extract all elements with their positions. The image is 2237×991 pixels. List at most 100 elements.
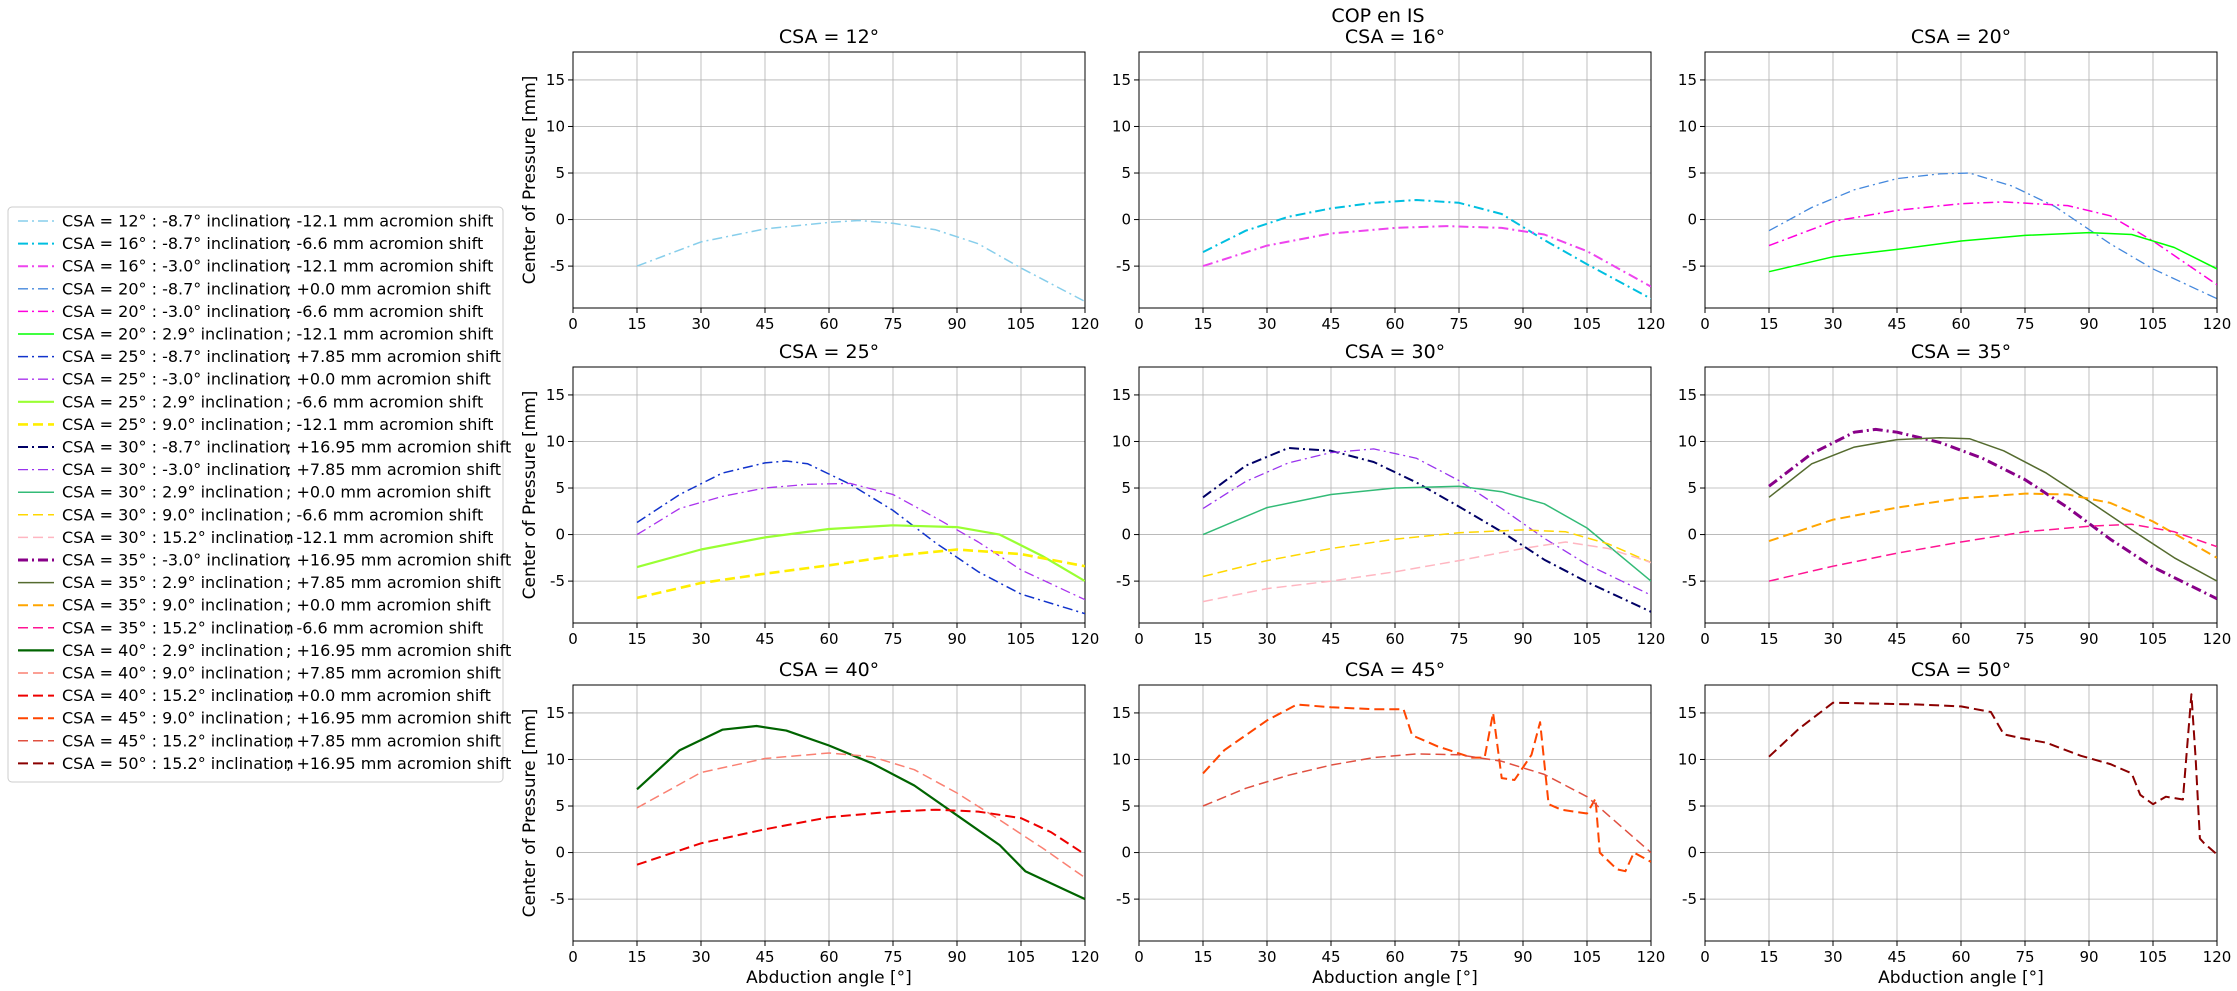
x-tick-label: 0 bbox=[1134, 630, 1144, 648]
x-tick-label: 105 bbox=[1007, 630, 1036, 648]
x-tick-label: 0 bbox=[568, 630, 578, 648]
x-tick-label: 90 bbox=[2079, 315, 2098, 333]
x-tick-label: 60 bbox=[1951, 630, 1970, 648]
x-tick-label: 30 bbox=[1257, 315, 1276, 333]
legend-entry-label: CSA = 35° : -3.0° inclination bbox=[62, 551, 289, 570]
series-line-3 bbox=[1202, 225, 1651, 288]
y-tick-label: 10 bbox=[546, 750, 565, 768]
legend-entry-label: CSA = 25° : -3.0° inclination bbox=[62, 370, 289, 389]
y-tick-label: 15 bbox=[1678, 71, 1697, 89]
y-tick-label: 5 bbox=[555, 797, 565, 815]
x-tick-label: 75 bbox=[883, 315, 902, 333]
x-tick-label: 15 bbox=[1193, 630, 1212, 648]
y-tick-label: -5 bbox=[550, 890, 565, 908]
y-tick-label: 10 bbox=[1112, 117, 1131, 135]
x-tick-label: 15 bbox=[627, 315, 646, 333]
legend-entry-label: CSA = 20° : -8.7° inclination bbox=[62, 279, 289, 298]
series-group bbox=[1202, 447, 1651, 613]
subplot-title: CSA = 20° bbox=[1911, 26, 2011, 48]
series-line-18 bbox=[1768, 492, 2217, 559]
legend-entry-label: CSA = 50° : 15.2° inclination bbox=[62, 754, 294, 773]
x-tick-label: 90 bbox=[947, 630, 966, 648]
x-tick-label: 75 bbox=[883, 630, 902, 648]
x-tick-label: 0 bbox=[1134, 948, 1144, 966]
series-line-9 bbox=[636, 524, 1085, 583]
x-tick-label: 120 bbox=[1637, 315, 1666, 333]
legend-entry-shift: ; +0.0 mm acromion shift bbox=[286, 279, 491, 298]
series-line-25 bbox=[1768, 693, 2217, 856]
legend-entry-shift: ; +7.85 mm acromion shift bbox=[286, 573, 501, 592]
series-group bbox=[1768, 693, 2217, 856]
legend-entry-label: CSA = 25° : 9.0° inclination bbox=[62, 415, 283, 434]
legend-entry-label: CSA = 30° : -3.0° inclination bbox=[62, 460, 289, 479]
y-tick-label: 5 bbox=[1687, 164, 1697, 182]
x-tick-label: 0 bbox=[568, 315, 578, 333]
y-tick-label: 0 bbox=[1687, 844, 1697, 862]
series-line-19 bbox=[1768, 523, 2217, 582]
legend-entry-label: CSA = 25° : 2.9° inclination bbox=[62, 392, 283, 411]
y-tick-label: 0 bbox=[555, 211, 565, 229]
x-tick-label: 30 bbox=[691, 315, 710, 333]
x-tick-label: 120 bbox=[2203, 948, 2232, 966]
legend: CSA = 12° : -8.7° inclination ; -12.1 mm … bbox=[7, 206, 511, 783]
legend-entry-shift: ; -12.1 mm acromion shift bbox=[286, 257, 493, 276]
x-tick-label: 120 bbox=[1071, 315, 1100, 333]
legend-entry-label: CSA = 12° : -8.7° inclination bbox=[62, 212, 289, 231]
x-tick-label: 45 bbox=[1321, 315, 1340, 333]
x-tick-label: 120 bbox=[2203, 315, 2232, 333]
y-tick-label: 0 bbox=[1121, 211, 1131, 229]
x-tick-label: 15 bbox=[627, 630, 646, 648]
legend-entry-label: CSA = 40° : 9.0° inclination bbox=[62, 664, 283, 683]
x-tick-label: 0 bbox=[1700, 630, 1710, 648]
x-axis-label: Abduction angle [°] bbox=[746, 968, 912, 988]
series-group bbox=[636, 460, 1085, 615]
y-tick-label: -5 bbox=[550, 257, 565, 275]
x-tick-label: 75 bbox=[2015, 948, 2034, 966]
x-tick-label: 30 bbox=[1823, 315, 1842, 333]
y-tick-label: 0 bbox=[1121, 526, 1131, 544]
y-tick-label: 15 bbox=[1678, 704, 1697, 722]
y-tick-label: 0 bbox=[555, 844, 565, 862]
x-tick-label: 105 bbox=[1573, 315, 1602, 333]
subplot-title: CSA = 16° bbox=[1345, 26, 1445, 48]
legend-entry-shift: ; -12.1 mm acromion shift bbox=[286, 528, 493, 547]
x-tick-label: 15 bbox=[1193, 948, 1212, 966]
x-tick-label: 120 bbox=[2203, 630, 2232, 648]
x-tick-label: 45 bbox=[1887, 948, 1906, 966]
x-tick-label: 60 bbox=[819, 948, 838, 966]
series-line-1 bbox=[636, 219, 1085, 303]
x-tick-label: 15 bbox=[1759, 315, 1778, 333]
y-tick-label: 10 bbox=[1112, 432, 1131, 450]
x-tick-label: 15 bbox=[1759, 948, 1778, 966]
x-tick-label: 90 bbox=[1513, 630, 1532, 648]
y-tick-label: 15 bbox=[1112, 71, 1131, 89]
series-line-11 bbox=[1202, 447, 1651, 613]
subplot-title: CSA = 35° bbox=[1911, 341, 2011, 363]
subplot-title: CSA = 25° bbox=[779, 341, 879, 363]
y-axis-label: Center of Pressure [mm] bbox=[520, 391, 540, 600]
subplot-title: CSA = 12° bbox=[779, 26, 879, 48]
y-tick-label: -5 bbox=[1682, 890, 1697, 908]
x-tick-label: 120 bbox=[1071, 630, 1100, 648]
series-line-7 bbox=[636, 460, 1085, 615]
x-tick-label: 75 bbox=[1449, 948, 1468, 966]
series-group bbox=[636, 724, 1085, 901]
x-tick-label: 45 bbox=[755, 630, 774, 648]
legend-entry-shift: ; -6.6 mm acromion shift bbox=[286, 302, 483, 321]
y-tick-label: 0 bbox=[1687, 211, 1697, 229]
legend-entry-shift: ; +0.0 mm acromion shift bbox=[286, 686, 491, 705]
x-tick-label: 105 bbox=[1007, 948, 1036, 966]
subplot-3: 0 15 30 45 60 75 90 105 120 -5 0 5 10 15 CSA = 20° bbox=[1678, 26, 2231, 333]
x-tick-label: 45 bbox=[755, 948, 774, 966]
series-group bbox=[1768, 427, 2217, 601]
legend-entry-label: CSA = 30° : 15.2° inclination bbox=[62, 528, 294, 547]
x-tick-label: 45 bbox=[1321, 948, 1340, 966]
x-tick-label: 75 bbox=[2015, 315, 2034, 333]
x-tick-label: 105 bbox=[2139, 630, 2168, 648]
legend-entry-label: CSA = 35° : 9.0° inclination bbox=[62, 596, 283, 615]
subplot-title: CSA = 30° bbox=[1345, 341, 1445, 363]
series-group bbox=[1202, 703, 1651, 873]
series-line-24 bbox=[1202, 753, 1651, 854]
x-tick-label: 30 bbox=[1257, 630, 1276, 648]
